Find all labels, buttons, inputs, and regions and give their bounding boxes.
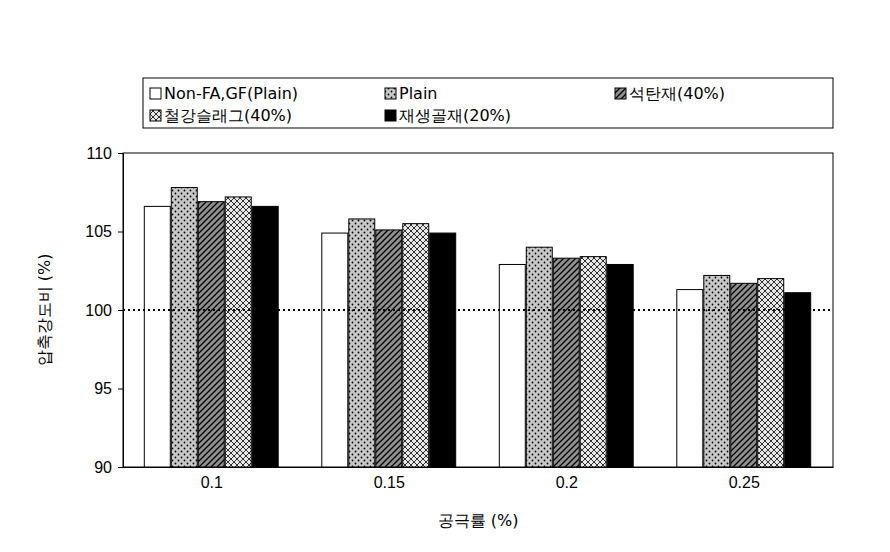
- y-tick-label: 110: [86, 145, 112, 162]
- bar: [553, 258, 579, 467]
- x-tick: 0.1: [201, 467, 223, 491]
- y-tick-mark: [118, 310, 123, 311]
- y-axis: 90 95 100 105 110: [85, 145, 123, 476]
- y-tick-label: 90: [94, 459, 112, 476]
- y-axis-line: [118, 154, 124, 468]
- y-tick: 105: [85, 223, 123, 240]
- x-tick-label: 0.25: [729, 474, 760, 491]
- x-tick: 0.25: [729, 467, 760, 491]
- bar: [403, 224, 429, 467]
- x-tick: 0.15: [374, 467, 405, 491]
- legend-swatch: [615, 88, 626, 99]
- bar: [171, 188, 197, 467]
- bar: [526, 247, 552, 467]
- bar: [704, 275, 730, 467]
- legend-swatch: [150, 88, 161, 99]
- y-tick: 100: [85, 302, 123, 319]
- y-tick-mark: [118, 389, 123, 390]
- y-axis-title: 압축강도비 (%): [35, 254, 54, 367]
- y-tick-label: 105: [85, 223, 112, 240]
- y-tick-mark: [118, 467, 123, 468]
- legend-label: 석탄재(40%): [629, 84, 725, 103]
- bar: [322, 233, 348, 467]
- legend-label: Non-FA,GF(Plain): [164, 84, 298, 103]
- legend-frame: [143, 78, 833, 128]
- bar: [580, 257, 606, 467]
- bar: [252, 206, 278, 467]
- y-tick: 95: [94, 380, 123, 397]
- bar: [198, 202, 224, 467]
- legend: Non-FA,GF(Plain) Plain 석탄재(40%) 철강슬래그(40%) 재…: [143, 78, 833, 128]
- reference-line: [123, 309, 833, 311]
- legend-swatch: [150, 110, 161, 121]
- legend-swatch: [385, 88, 396, 99]
- legend-label: 철강슬래그(40%): [164, 106, 292, 125]
- bar: [376, 230, 402, 467]
- bar: [499, 264, 525, 467]
- legend-label: 재생골재(20%): [399, 106, 511, 125]
- x-axis-line: [124, 467, 834, 468]
- bars: [123, 188, 833, 467]
- y-tick: 90: [94, 459, 123, 476]
- bar: [758, 279, 784, 467]
- plot-frame: [123, 153, 833, 467]
- x-tick: 0.2: [556, 467, 578, 491]
- x-tick-label: 0.1: [201, 474, 223, 491]
- bar: [349, 219, 375, 467]
- bar: [144, 206, 170, 467]
- x-axis: 0.1 0.15 0.2 0.25: [124, 467, 834, 491]
- x-tick-label: 0.15: [374, 474, 405, 491]
- x-tick-label: 0.2: [556, 474, 578, 491]
- chart: 90 95 100 105 110 0.1 0.15 0.2 0.25 공극률 (%) 압축강도비 …: [0, 0, 890, 552]
- legend-swatch: [385, 110, 396, 121]
- y-tick: 110: [86, 145, 123, 162]
- y-tick-mark: [118, 232, 123, 233]
- bar: [430, 233, 456, 467]
- x-axis-title: 공극률 (%): [438, 511, 519, 530]
- y-tick-label: 95: [94, 380, 112, 397]
- y-tick-label: 100: [85, 302, 112, 319]
- legend-label: Plain: [399, 84, 437, 103]
- bar: [607, 264, 633, 467]
- bar: [225, 197, 251, 467]
- y-tick-mark: [118, 153, 123, 154]
- bar: [677, 290, 703, 467]
- bar: [785, 293, 811, 467]
